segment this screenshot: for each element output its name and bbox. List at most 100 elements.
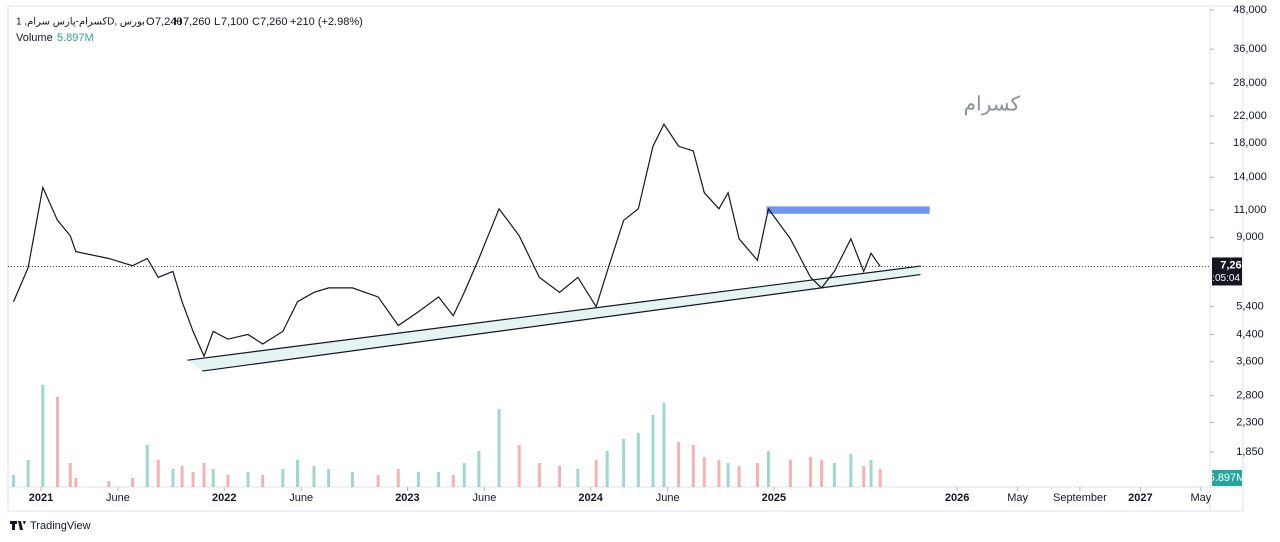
volume-bar xyxy=(605,451,609,487)
brand: TradingView xyxy=(10,520,91,532)
volume-bar xyxy=(849,454,853,487)
volume-bar xyxy=(211,469,215,487)
volume-bar xyxy=(376,475,380,487)
ohlc-value: 7,100 xyxy=(221,16,249,28)
volume-bar xyxy=(477,451,481,487)
plot xyxy=(8,123,1210,487)
y-tick-label: 3,600 xyxy=(1236,356,1264,368)
volume-bar xyxy=(451,475,455,487)
volume-bar xyxy=(74,478,78,487)
volume-bar xyxy=(726,463,730,487)
volume-bar xyxy=(717,460,721,487)
countdown: 09:05:04 xyxy=(1201,273,1240,284)
volume-bar xyxy=(26,460,30,487)
x-tick-label: 2026 xyxy=(945,492,969,504)
chart-frame xyxy=(7,5,1244,512)
brand-name: TradingView xyxy=(30,520,91,532)
volume-tag-label: 5.897M xyxy=(1209,472,1246,484)
volume-bar xyxy=(537,463,541,487)
x-tick-label: 2022 xyxy=(212,492,236,504)
volume-bar xyxy=(576,469,580,487)
volume-bar xyxy=(191,472,195,487)
volume-bar xyxy=(312,466,316,487)
legend-header: کسرام-پارس سرام, 1D, بورس O 7,240 H 7,26… xyxy=(16,16,363,44)
volume-bar xyxy=(41,385,45,487)
volume-bar xyxy=(497,409,501,487)
volume-bar xyxy=(350,472,354,487)
volume-bar xyxy=(558,466,562,487)
volume-bar xyxy=(131,478,135,487)
price-line xyxy=(12,123,881,358)
volume-bar xyxy=(636,433,640,487)
symbol: کسرام-پارس سرام, 1D, بورس xyxy=(16,17,145,28)
volume-bar xyxy=(296,460,300,487)
y-tick-label: 48,000 xyxy=(1233,4,1267,16)
volume-bar xyxy=(145,445,149,487)
x-tick-label: June xyxy=(106,492,130,504)
volume-bar xyxy=(755,463,759,487)
volume-bar xyxy=(107,481,111,487)
volume-bar xyxy=(832,463,836,487)
brand-logo xyxy=(10,521,26,530)
y-tick-label: 22,000 xyxy=(1233,110,1267,122)
y-tick-label: 36,000 xyxy=(1233,43,1267,55)
ohlc-label: L xyxy=(214,16,220,28)
volume-bar xyxy=(517,445,521,487)
volume-bar xyxy=(737,466,741,487)
y-tick-label: 1,850 xyxy=(1236,446,1264,458)
volume-bar xyxy=(171,469,175,487)
watermark: کسرام xyxy=(964,93,1021,115)
x-tick-label: 2025 xyxy=(762,492,786,504)
x-tick-label: June xyxy=(656,492,680,504)
y-tick-label: 14,000 xyxy=(1233,171,1267,183)
x-tick-label: 2027 xyxy=(1128,492,1152,504)
volume-bar xyxy=(261,475,265,487)
ohlc-value: 7,260 xyxy=(260,16,288,28)
y-tick-label: 2,300 xyxy=(1236,416,1264,428)
y-tick-label: 4,400 xyxy=(1236,328,1264,340)
volume-bar xyxy=(766,451,770,487)
ohlc-label: H xyxy=(174,16,182,28)
channel-fill xyxy=(187,266,921,372)
volume-bar xyxy=(878,469,882,487)
volume-value: 5.897M xyxy=(57,32,94,44)
volume-bar xyxy=(869,460,873,487)
channel-line xyxy=(202,273,921,372)
volume-bar xyxy=(68,463,72,487)
volume-bar xyxy=(702,457,706,487)
x-tick-label: September xyxy=(1053,492,1107,504)
volume-bar xyxy=(462,463,466,487)
volume-bar xyxy=(11,475,15,487)
volume-bar xyxy=(809,457,813,487)
ohlc-value: 7,260 xyxy=(183,16,211,28)
volume-bar xyxy=(55,397,59,487)
last-price-tag xyxy=(1212,257,1242,286)
channel-line xyxy=(187,265,921,361)
volume-bar xyxy=(622,439,626,487)
volume-bar xyxy=(202,463,206,487)
x-tick-label: 2023 xyxy=(395,492,419,504)
volume-bar xyxy=(691,445,695,487)
volume-bar xyxy=(662,403,666,487)
x-tick-label: 2021 xyxy=(29,492,53,504)
zone xyxy=(766,206,930,214)
ohlc-value: 7,240 xyxy=(155,16,183,28)
volume-bar xyxy=(788,460,792,487)
x-tick-label: May xyxy=(1007,492,1028,504)
ohlc-change: +210 (+2.98%) xyxy=(290,16,363,28)
volume-bar xyxy=(651,415,655,487)
y-tick-label: 9,000 xyxy=(1236,231,1264,243)
volume-bar xyxy=(594,460,598,487)
ohlc-label: C xyxy=(252,16,260,28)
volume-bar xyxy=(820,460,824,487)
y-tick-label: 28,000 xyxy=(1233,77,1267,89)
y-tick-label: 2,800 xyxy=(1236,390,1264,402)
volume-bar xyxy=(416,472,420,487)
y-tick-label: 5,400 xyxy=(1236,301,1264,313)
x-tick-label: 2024 xyxy=(578,492,603,504)
volume-bar xyxy=(180,466,184,487)
volume-bar xyxy=(862,466,866,487)
volume-bar xyxy=(327,469,331,487)
volume-bar xyxy=(246,472,250,487)
